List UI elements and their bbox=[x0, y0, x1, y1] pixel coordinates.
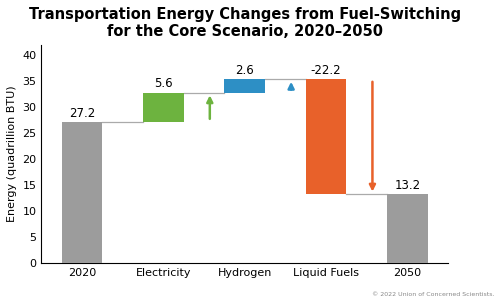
Text: 2.6: 2.6 bbox=[236, 64, 254, 77]
Bar bbox=[143, 92, 184, 122]
Text: 27.2: 27.2 bbox=[69, 106, 96, 120]
Text: © 2022 Union of Concerned Scientists.: © 2022 Union of Concerned Scientists. bbox=[372, 292, 495, 297]
Bar bbox=[224, 79, 265, 92]
Bar bbox=[387, 194, 428, 263]
Text: -22.2: -22.2 bbox=[311, 64, 342, 77]
Y-axis label: Energy (quadrillion BTU): Energy (quadrillion BTU) bbox=[7, 85, 17, 222]
Text: 13.2: 13.2 bbox=[394, 179, 420, 192]
Text: 5.6: 5.6 bbox=[154, 77, 173, 90]
Bar bbox=[62, 122, 102, 263]
Title: Transportation Energy Changes from Fuel-Switching
for the Core Scenario, 2020–20: Transportation Energy Changes from Fuel-… bbox=[28, 7, 461, 39]
Bar bbox=[306, 79, 346, 194]
